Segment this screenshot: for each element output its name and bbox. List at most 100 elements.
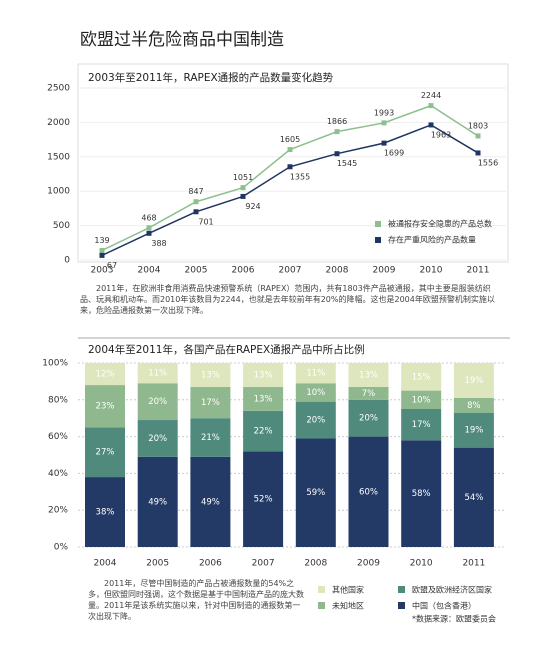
bar-segment [243, 386, 284, 411]
data-label: 1993 [374, 108, 394, 117]
legend-swatch [398, 586, 405, 593]
y-tick-label: 0% [54, 543, 69, 553]
legend-swatch [375, 237, 381, 243]
data-label: 38% [96, 508, 115, 518]
x-tick-label: 2007 [252, 559, 275, 569]
data-label: 8% [467, 401, 481, 411]
legend-swatch [398, 602, 405, 609]
y-tick-label: 2000 [47, 118, 70, 128]
data-label: 13% [359, 370, 378, 380]
bar-segment [243, 451, 284, 547]
bar-segment [190, 456, 231, 547]
data-label: 52% [254, 495, 273, 505]
data-label: 1556 [478, 158, 498, 167]
x-tick-label: 2009 [373, 266, 396, 276]
y-tick-label: 100% [42, 359, 68, 369]
data-label: 49% [201, 497, 220, 507]
x-tick-label: 2005 [185, 266, 208, 276]
marker [287, 164, 293, 170]
bar-segment [348, 436, 389, 547]
marker [334, 151, 340, 157]
data-label: 1699 [384, 149, 404, 158]
marker [99, 252, 105, 258]
x-tick-label: 2009 [357, 559, 380, 569]
legend-label: 被通报存安全隐患的产品总数 [388, 219, 492, 229]
data-label: 1963 [431, 130, 451, 139]
data-label: 22% [254, 427, 273, 437]
bar-segment [453, 397, 494, 413]
x-tick-label: 2011 [467, 266, 490, 276]
data-label: 27% [96, 448, 115, 458]
legend-label: 未知地区 [332, 601, 364, 611]
marker [475, 133, 481, 139]
data-label: 701 [198, 217, 213, 226]
y-tick-label: 40% [48, 469, 68, 479]
x-tick-label: 2006 [232, 266, 255, 276]
data-label: 60% [359, 487, 378, 497]
marker [146, 230, 152, 236]
data-label: 20% [306, 416, 325, 426]
marker [381, 140, 387, 146]
data-label: 15% [412, 372, 431, 382]
bar-segment [137, 420, 178, 457]
marker [287, 147, 293, 153]
bar-segment [348, 363, 389, 387]
data-label: 1545 [337, 159, 357, 168]
marker [146, 225, 152, 231]
bar-segment [85, 363, 125, 386]
x-tick-label: 2008 [326, 266, 349, 276]
marker [193, 209, 199, 215]
data-label: 10% [306, 388, 325, 398]
bar-segment [137, 383, 178, 421]
bar-segment [190, 418, 231, 457]
bar-segment [85, 385, 125, 428]
page-title: 欧盟过半危险商品中国制造 [80, 30, 284, 50]
data-label: 1051 [233, 173, 253, 182]
x-tick-label: 2004 [94, 559, 117, 569]
data-label: 1605 [280, 135, 300, 144]
data-label: 1355 [290, 172, 310, 181]
data-label: 17% [412, 420, 431, 430]
data-label: 139 [94, 236, 109, 245]
x-tick-label: 2004 [138, 266, 161, 276]
bar-segment [453, 412, 494, 448]
data-label: 11% [306, 369, 325, 379]
marker [428, 103, 434, 109]
data-label: 23% [96, 402, 115, 412]
data-label: 13% [201, 370, 220, 380]
bar-segment [401, 440, 442, 547]
marker [240, 193, 246, 199]
data-label: 11% [148, 369, 167, 379]
marker [99, 247, 105, 253]
data-label: 58% [412, 489, 431, 499]
x-tick-label: 2010 [410, 559, 433, 569]
y-tick-label: 1500 [47, 152, 70, 162]
bar-segment [190, 363, 231, 387]
data-label: 468 [141, 213, 156, 222]
legend-label: 欧盟及欧洲经济区国家 [412, 585, 492, 595]
x-tick-label: 2007 [279, 266, 302, 276]
marker [428, 122, 434, 128]
marker [475, 150, 481, 156]
data-label: 7% [362, 389, 376, 399]
data-label: 12% [96, 370, 115, 380]
bar-segment [85, 477, 125, 547]
x-tick-label: 2006 [199, 559, 222, 569]
chart-title: 2004年至2011年，各国产品在RAPEX通报产品中所占比例 [88, 343, 365, 356]
bar-segment [85, 427, 125, 478]
bar-segment [295, 363, 336, 384]
y-tick-label: 2500 [47, 84, 70, 94]
bar-segment [137, 456, 178, 547]
legend-label: 中国（包含香港） [412, 601, 476, 611]
bar-segment [243, 410, 284, 452]
data-label: 13% [254, 394, 273, 404]
note: 2011年，在欧洲非食用消费品快速预警系统（RAPEX）范围内，共有1803件产… [80, 284, 495, 315]
chart-title: 2003年至2011年，RAPEX通报的产品数量变化趋势 [88, 71, 334, 84]
note: 2011年，尽管中国制造的产品占被通报数量的54%之多，但欧盟同时强调，这个数据… [88, 579, 304, 621]
data-label: 1803 [468, 121, 488, 130]
bar-segment [295, 383, 336, 402]
bar-segment [295, 401, 336, 439]
x-tick-label: 2010 [420, 266, 443, 276]
